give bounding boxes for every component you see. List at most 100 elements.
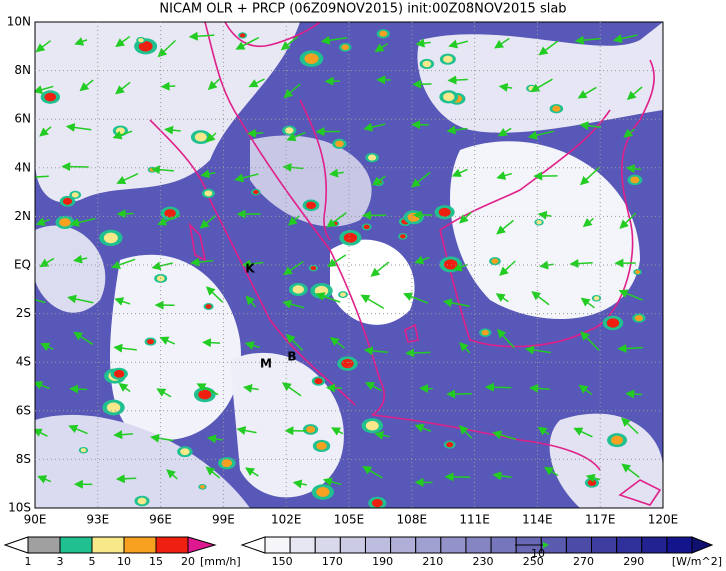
wind-vector	[458, 425, 473, 439]
rain-cell	[611, 435, 624, 445]
wind-vector	[621, 463, 640, 478]
rain-cell	[115, 127, 125, 135]
wind-vector	[527, 130, 554, 140]
wind-vector	[448, 39, 469, 49]
rain-cell	[71, 192, 79, 198]
wind-vector	[110, 258, 136, 270]
wind-vector	[68, 424, 88, 435]
wind-vector	[69, 384, 88, 394]
rain-cell	[221, 459, 233, 468]
wind-vector	[286, 131, 306, 142]
rain-cell	[536, 220, 542, 225]
wind-vector	[459, 342, 471, 354]
rain-cell	[314, 378, 323, 385]
rain-cell	[80, 448, 87, 453]
lon-label: 108E	[397, 513, 428, 527]
wind-vector	[325, 383, 342, 393]
wind-vector	[580, 297, 595, 309]
wind-vector	[205, 132, 217, 143]
wind-vector	[65, 123, 92, 132]
wind-vector	[35, 217, 50, 226]
wind-vector	[205, 286, 224, 303]
wind-vector	[113, 430, 134, 440]
rain-cell	[438, 207, 451, 217]
rain-cell	[363, 224, 370, 230]
wind-vector	[447, 75, 468, 85]
rain-cell	[138, 38, 144, 43]
rain-cell	[341, 44, 349, 51]
wind-vector	[582, 217, 594, 228]
wind-vector	[73, 254, 88, 264]
wind-vector	[625, 389, 643, 399]
lat-label: 6N	[14, 112, 31, 126]
wind-vector	[35, 381, 50, 390]
rain-cell	[304, 53, 319, 64]
wind-vector	[585, 473, 601, 483]
rain-cell	[103, 232, 118, 244]
wind-vector	[365, 382, 382, 392]
wind-vector	[150, 165, 175, 175]
wind-vector	[580, 331, 600, 351]
wind-vector	[157, 39, 176, 58]
wind-vector	[114, 297, 131, 306]
olr-label: 250	[523, 555, 544, 568]
rain-cell	[62, 197, 73, 205]
wind-vector	[35, 298, 46, 304]
rain-cell	[443, 92, 455, 102]
rain-cell	[606, 318, 620, 328]
wind-vector	[282, 162, 304, 172]
rain-cell	[552, 105, 561, 112]
wind-vector	[202, 338, 221, 348]
rain-cell	[137, 497, 147, 505]
rain-cell	[198, 389, 212, 400]
wind-vector	[579, 166, 601, 186]
olr-bar-seg	[339, 536, 366, 554]
wind-vector	[452, 262, 468, 272]
rain-cell	[113, 369, 125, 378]
wind-vector	[166, 469, 178, 480]
wind-vector	[235, 36, 260, 50]
lat-label: 10N	[7, 15, 31, 29]
wind-vector	[150, 433, 174, 443]
wind-vector	[61, 162, 89, 172]
olr-bar-seg	[415, 536, 442, 554]
rain-cell	[138, 41, 153, 52]
wind-vector	[411, 171, 431, 188]
lon-label: 105E	[334, 513, 365, 527]
wind-vector	[287, 215, 300, 226]
wind-vector	[626, 86, 643, 101]
lat-label: 2S	[16, 306, 31, 320]
lon-label: 93E	[86, 513, 109, 527]
wind-vector	[329, 168, 344, 178]
wind-vector	[73, 331, 94, 346]
olr-bar-seg	[289, 536, 316, 554]
lat-label: 4N	[14, 160, 31, 174]
lon-label: 96E	[149, 513, 172, 527]
olr-bar-seg	[264, 536, 291, 554]
wind-vector	[69, 217, 96, 227]
station-marker: K	[245, 262, 255, 276]
wind-vector	[39, 126, 52, 137]
wind-vector	[113, 343, 137, 353]
precip-bar-seg	[123, 536, 157, 554]
olr-label: 230	[473, 555, 494, 568]
wind-vector	[414, 423, 432, 433]
wind-vector	[618, 289, 643, 301]
wind-vector	[200, 169, 216, 179]
wind-vector	[67, 294, 94, 304]
wind-vector	[248, 78, 265, 88]
wind-vector	[537, 426, 550, 436]
olr-bar-seg	[314, 536, 341, 554]
lon-label: 111E	[459, 513, 490, 527]
rain-cell	[443, 55, 453, 63]
wind-vector	[419, 384, 433, 394]
wind-vector	[280, 36, 299, 51]
precip-unit: [mm/h]	[200, 555, 241, 568]
olr-bar-low	[240, 536, 266, 554]
wind-vector	[156, 388, 172, 398]
rain-cell	[481, 329, 489, 336]
wind-vector	[115, 474, 137, 484]
wind-vector	[159, 336, 176, 345]
wind-vector	[623, 128, 636, 138]
